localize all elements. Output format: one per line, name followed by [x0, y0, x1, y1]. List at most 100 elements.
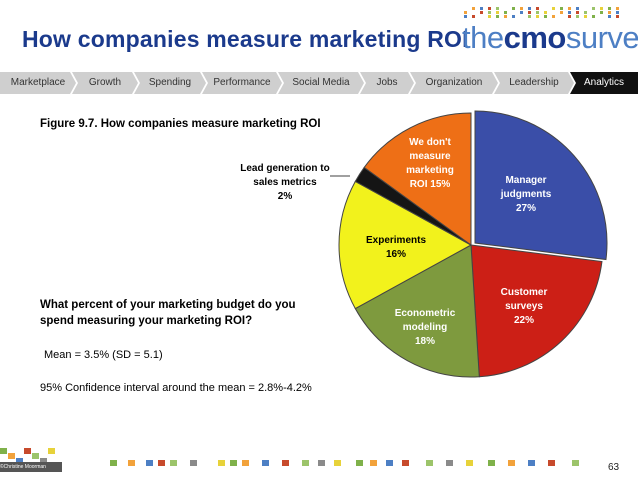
footer-square	[426, 460, 433, 466]
pie-slice-econometric-modeling	[354, 244, 480, 378]
tab-analytics[interactable]: Analytics	[570, 72, 638, 94]
footer-square	[16, 458, 23, 464]
logo-dot	[568, 15, 571, 18]
logo-dot	[584, 11, 587, 14]
tab-marketplace[interactable]: Marketplace	[0, 72, 76, 94]
tab-label: Jobs	[376, 77, 398, 88]
tab-organization[interactable]: Organization	[410, 72, 498, 94]
logo-dot	[480, 11, 483, 14]
tab-label: Marketplace	[10, 77, 66, 88]
slice-label-customer-surveys: Customer surveys 22%	[500, 287, 548, 326]
footer-square	[242, 460, 249, 466]
footer-square	[466, 460, 473, 466]
tab-performance[interactable]: Performance	[202, 72, 282, 94]
tab-label: Performance	[213, 77, 271, 88]
tab-label: Analytics	[583, 77, 624, 88]
section-nav: Marketplace Growth Spending Performance …	[0, 72, 638, 94]
footer-square	[302, 460, 309, 466]
confidence-interval-statistic: 95% Confidence interval around the mean …	[40, 382, 312, 394]
footer-square	[262, 460, 269, 466]
logo-dot	[592, 7, 595, 10]
footer-square	[488, 460, 495, 466]
logo-dot	[536, 11, 539, 14]
logo-dot	[472, 7, 475, 10]
footer-square	[218, 460, 225, 466]
tab-jobs[interactable]: Jobs	[360, 72, 414, 94]
tab-social-media[interactable]: Social Media	[278, 72, 364, 94]
footer-square	[334, 460, 341, 466]
footer-square	[370, 460, 377, 466]
logo-dot	[488, 15, 491, 18]
footer-square	[0, 448, 7, 454]
logo-dot	[544, 15, 547, 18]
tab-leadership[interactable]: Leadership	[494, 72, 574, 94]
footer-logo: ©Christine Moorman	[0, 462, 62, 472]
logo-dot	[608, 7, 611, 10]
logo-dot	[464, 11, 467, 14]
pie-slice-we-don-t-measure-marketing-roi	[363, 112, 472, 246]
footer-square	[386, 460, 393, 466]
footer-square	[40, 458, 47, 464]
logo-dot	[504, 11, 507, 14]
logo-dot	[600, 11, 603, 14]
logo-dot	[520, 11, 523, 14]
tab-growth[interactable]: Growth	[72, 72, 138, 94]
logo-brand: cmo	[503, 20, 567, 55]
logo-dot	[512, 15, 515, 18]
logo-dot	[552, 7, 555, 10]
logo-dot	[528, 7, 531, 10]
footer-square	[32, 453, 39, 459]
logo-dot-pattern	[464, 7, 619, 18]
logo-dot	[496, 7, 499, 10]
logo-dot	[496, 11, 499, 14]
slice-label-econometric-modeling: Econometric modeling 18%	[394, 308, 456, 347]
logo-dot	[528, 11, 531, 14]
page-title: How companies measure marketing ROI	[22, 26, 469, 52]
footer-square	[170, 460, 177, 466]
footer-square	[402, 460, 409, 466]
tab-label: Spending	[148, 77, 192, 88]
footer-square	[508, 460, 515, 466]
logo-dot	[472, 15, 475, 18]
logo-dot	[512, 7, 515, 10]
logo-dot	[536, 7, 539, 10]
logo-dot	[560, 11, 563, 14]
logo-dot	[536, 15, 539, 18]
logo-dot	[576, 7, 579, 10]
logo-dot	[600, 7, 603, 10]
figure-caption: Figure 9.7. How companies measure market…	[40, 118, 321, 130]
footer-square	[190, 460, 197, 466]
logo-dot	[504, 15, 507, 18]
logo-dot	[608, 15, 611, 18]
survey-question: What percent of your marketing budget do…	[40, 299, 296, 327]
footer-square	[158, 460, 165, 466]
footer-square	[282, 460, 289, 466]
cmo-survey-logo: thecmosurvey	[462, 6, 638, 64]
logo-dot	[488, 7, 491, 10]
footer-square	[146, 460, 153, 466]
logo-dot	[488, 11, 491, 14]
logo-suffix: survey	[565, 20, 638, 55]
logo-dot	[584, 15, 587, 18]
logo-prefix: the	[462, 20, 504, 55]
logo-dot	[576, 15, 579, 18]
tab-spending[interactable]: Spending	[134, 72, 206, 94]
footer-square	[548, 460, 555, 466]
footer-decoration	[0, 448, 579, 466]
logo-dot	[520, 7, 523, 10]
logo-dot	[576, 11, 579, 14]
logo-dot	[608, 11, 611, 14]
tab-label: Leadership	[509, 77, 559, 88]
footer-square	[48, 448, 55, 454]
logo-dot	[552, 15, 555, 18]
logo-dot	[616, 7, 619, 10]
logo-dot	[592, 15, 595, 18]
footer-square	[128, 460, 135, 466]
footer-square	[24, 448, 31, 454]
logo-dot	[568, 7, 571, 10]
logo-dot	[616, 15, 619, 18]
footer-square	[230, 460, 237, 466]
tab-label: Social Media	[292, 77, 350, 88]
footer-square	[356, 460, 363, 466]
